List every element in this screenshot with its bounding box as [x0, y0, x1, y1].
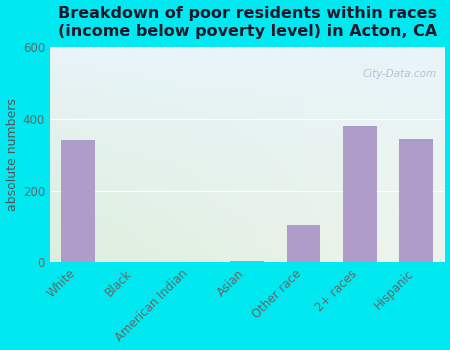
Bar [61, 140, 95, 262]
Bar [399, 139, 433, 262]
Text: City-Data.com: City-Data.com [362, 69, 436, 79]
Bar [343, 126, 377, 262]
Title: Breakdown of poor residents within races
(income below poverty level) in Acton, : Breakdown of poor residents within races… [58, 6, 437, 39]
Bar [287, 225, 320, 262]
Y-axis label: absolute numbers: absolute numbers [5, 98, 18, 211]
Bar [230, 261, 264, 262]
